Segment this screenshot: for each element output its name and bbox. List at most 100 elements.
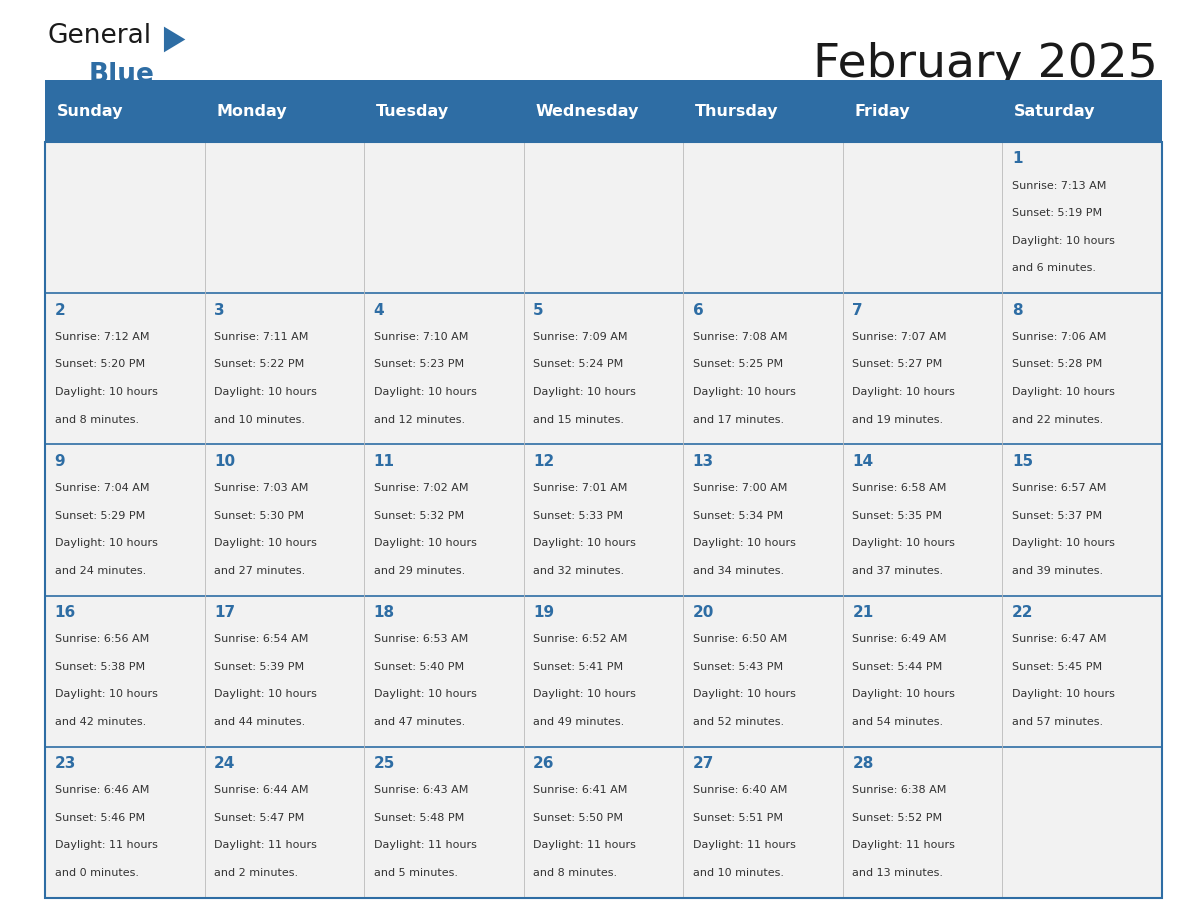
Text: Sunset: 5:25 PM: Sunset: 5:25 PM bbox=[693, 360, 783, 369]
Bar bbox=[683, 142, 842, 294]
Text: Blue: Blue bbox=[89, 62, 154, 87]
Text: Sunday: Sunday bbox=[57, 104, 124, 118]
Text: and 22 minutes.: and 22 minutes. bbox=[1012, 415, 1104, 424]
Text: and 19 minutes.: and 19 minutes. bbox=[852, 415, 943, 424]
Bar bbox=[683, 444, 842, 596]
Text: Daylight: 10 hours: Daylight: 10 hours bbox=[1012, 689, 1114, 700]
Text: and 37 minutes.: and 37 minutes. bbox=[852, 565, 943, 576]
Text: Daylight: 10 hours: Daylight: 10 hours bbox=[55, 538, 158, 548]
Text: 5: 5 bbox=[533, 303, 544, 318]
Text: Sunset: 5:24 PM: Sunset: 5:24 PM bbox=[533, 360, 624, 369]
Text: and 54 minutes.: and 54 minutes. bbox=[852, 717, 943, 727]
Bar bbox=[365, 294, 524, 444]
Text: Daylight: 10 hours: Daylight: 10 hours bbox=[533, 689, 636, 700]
Text: Daylight: 10 hours: Daylight: 10 hours bbox=[374, 538, 476, 548]
Bar bbox=[45, 444, 204, 596]
Text: Daylight: 10 hours: Daylight: 10 hours bbox=[214, 689, 317, 700]
Bar bbox=[524, 142, 683, 294]
Text: Saturday: Saturday bbox=[1015, 104, 1095, 118]
Text: Sunset: 5:45 PM: Sunset: 5:45 PM bbox=[1012, 662, 1102, 672]
Text: 15: 15 bbox=[1012, 453, 1032, 469]
Text: Sunrise: 7:08 AM: Sunrise: 7:08 AM bbox=[693, 332, 788, 341]
Text: Daylight: 11 hours: Daylight: 11 hours bbox=[374, 840, 476, 850]
Bar bbox=[45, 596, 204, 746]
Text: 16: 16 bbox=[55, 605, 76, 620]
Text: 10: 10 bbox=[214, 453, 235, 469]
Text: Sunset: 5:20 PM: Sunset: 5:20 PM bbox=[55, 360, 145, 369]
Text: Sunset: 5:22 PM: Sunset: 5:22 PM bbox=[214, 360, 304, 369]
Text: Sunrise: 6:41 AM: Sunrise: 6:41 AM bbox=[533, 785, 627, 795]
Text: Sunset: 5:44 PM: Sunset: 5:44 PM bbox=[852, 662, 942, 672]
Text: 6: 6 bbox=[693, 303, 703, 318]
Text: and 39 minutes.: and 39 minutes. bbox=[1012, 565, 1102, 576]
Bar bbox=[524, 444, 683, 596]
Bar bbox=[204, 294, 365, 444]
Text: and 0 minutes.: and 0 minutes. bbox=[55, 868, 139, 878]
Text: Daylight: 10 hours: Daylight: 10 hours bbox=[214, 387, 317, 397]
Text: and 10 minutes.: and 10 minutes. bbox=[214, 415, 305, 424]
Text: Sunset: 5:38 PM: Sunset: 5:38 PM bbox=[55, 662, 145, 672]
Text: February 2025: February 2025 bbox=[814, 41, 1158, 87]
Text: and 8 minutes.: and 8 minutes. bbox=[533, 868, 618, 878]
Text: Sunrise: 7:06 AM: Sunrise: 7:06 AM bbox=[1012, 332, 1106, 341]
Text: Sunset: 5:43 PM: Sunset: 5:43 PM bbox=[693, 662, 783, 672]
Polygon shape bbox=[164, 27, 185, 52]
Text: Sunset: 5:34 PM: Sunset: 5:34 PM bbox=[693, 510, 783, 521]
Bar bbox=[683, 746, 842, 898]
Text: Arenella, Campania, Italy: Arenella, Campania, Italy bbox=[861, 100, 1158, 124]
Text: Sunrise: 6:46 AM: Sunrise: 6:46 AM bbox=[55, 785, 148, 795]
Text: and 57 minutes.: and 57 minutes. bbox=[1012, 717, 1102, 727]
Text: Daylight: 10 hours: Daylight: 10 hours bbox=[1012, 538, 1114, 548]
Text: Daylight: 10 hours: Daylight: 10 hours bbox=[1012, 387, 1114, 397]
Text: and 24 minutes.: and 24 minutes. bbox=[55, 565, 146, 576]
Text: General: General bbox=[48, 23, 152, 49]
Text: 7: 7 bbox=[852, 303, 862, 318]
Bar bbox=[524, 596, 683, 746]
Text: Sunrise: 6:47 AM: Sunrise: 6:47 AM bbox=[1012, 634, 1106, 644]
Text: Daylight: 10 hours: Daylight: 10 hours bbox=[852, 387, 955, 397]
Text: 22: 22 bbox=[1012, 605, 1034, 620]
Bar bbox=[842, 444, 1003, 596]
Text: Daylight: 11 hours: Daylight: 11 hours bbox=[214, 840, 317, 850]
Text: 2: 2 bbox=[55, 303, 65, 318]
Text: Daylight: 10 hours: Daylight: 10 hours bbox=[214, 538, 317, 548]
Bar bbox=[842, 746, 1003, 898]
Text: Sunrise: 6:50 AM: Sunrise: 6:50 AM bbox=[693, 634, 786, 644]
Text: Sunrise: 7:11 AM: Sunrise: 7:11 AM bbox=[214, 332, 309, 341]
Text: Sunrise: 6:57 AM: Sunrise: 6:57 AM bbox=[1012, 483, 1106, 493]
Text: 25: 25 bbox=[374, 756, 396, 771]
Text: 27: 27 bbox=[693, 756, 714, 771]
Text: Sunrise: 7:02 AM: Sunrise: 7:02 AM bbox=[374, 483, 468, 493]
Text: 20: 20 bbox=[693, 605, 714, 620]
Text: Sunrise: 6:52 AM: Sunrise: 6:52 AM bbox=[533, 634, 627, 644]
Text: 14: 14 bbox=[852, 453, 873, 469]
Text: 18: 18 bbox=[374, 605, 394, 620]
Text: and 44 minutes.: and 44 minutes. bbox=[214, 717, 305, 727]
Text: Daylight: 10 hours: Daylight: 10 hours bbox=[1012, 236, 1114, 246]
Text: Sunrise: 6:40 AM: Sunrise: 6:40 AM bbox=[693, 785, 788, 795]
Text: Sunrise: 7:13 AM: Sunrise: 7:13 AM bbox=[1012, 181, 1106, 191]
Text: Sunrise: 6:56 AM: Sunrise: 6:56 AM bbox=[55, 634, 148, 644]
Bar bbox=[204, 444, 365, 596]
Text: Sunset: 5:46 PM: Sunset: 5:46 PM bbox=[55, 812, 145, 823]
Text: Sunset: 5:27 PM: Sunset: 5:27 PM bbox=[852, 360, 942, 369]
Text: 24: 24 bbox=[214, 756, 235, 771]
Bar bbox=[45, 294, 204, 444]
Text: and 42 minutes.: and 42 minutes. bbox=[55, 717, 146, 727]
Text: Daylight: 10 hours: Daylight: 10 hours bbox=[374, 387, 476, 397]
Text: Daylight: 10 hours: Daylight: 10 hours bbox=[374, 689, 476, 700]
Text: Sunset: 5:32 PM: Sunset: 5:32 PM bbox=[374, 510, 463, 521]
Text: Sunrise: 7:04 AM: Sunrise: 7:04 AM bbox=[55, 483, 150, 493]
Text: and 6 minutes.: and 6 minutes. bbox=[1012, 263, 1095, 274]
Text: and 10 minutes.: and 10 minutes. bbox=[693, 868, 784, 878]
Bar bbox=[1003, 294, 1162, 444]
Text: Tuesday: Tuesday bbox=[377, 104, 449, 118]
Text: 11: 11 bbox=[374, 453, 394, 469]
Bar bbox=[204, 142, 365, 294]
Text: Sunset: 5:37 PM: Sunset: 5:37 PM bbox=[1012, 510, 1102, 521]
Text: 17: 17 bbox=[214, 605, 235, 620]
Bar bbox=[45, 142, 204, 294]
Bar bbox=[45, 80, 1162, 142]
Text: and 34 minutes.: and 34 minutes. bbox=[693, 565, 784, 576]
Text: 23: 23 bbox=[55, 756, 76, 771]
